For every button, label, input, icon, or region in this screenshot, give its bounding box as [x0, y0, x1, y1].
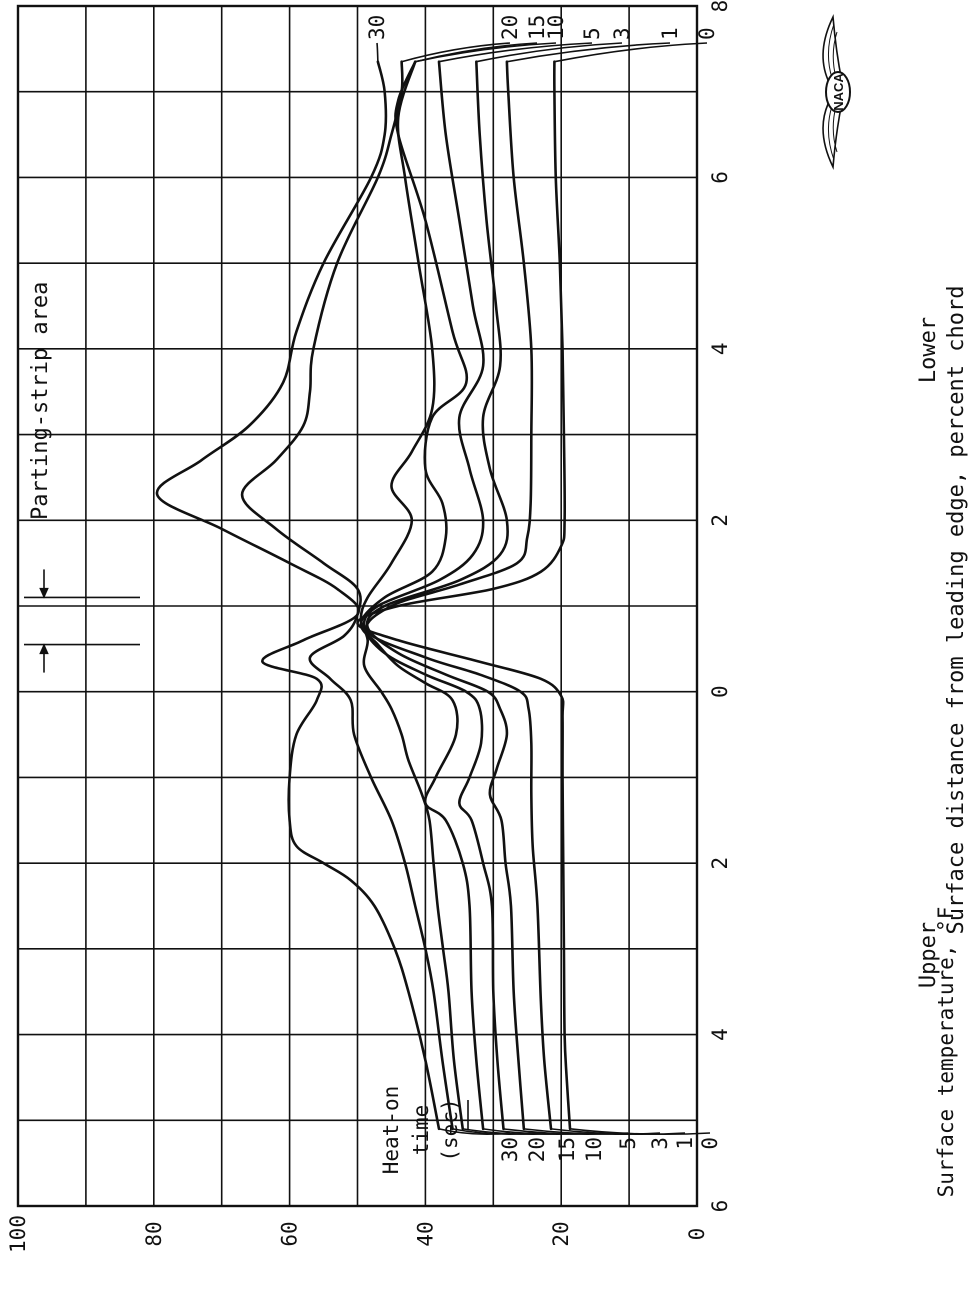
- series-lines: [155, 60, 572, 1131]
- series-label-right: 15: [525, 15, 549, 40]
- series-label-right: 0: [695, 27, 719, 40]
- series-label-left: 0: [698, 1137, 722, 1150]
- naca-logo-text: NACA: [831, 73, 846, 111]
- x-side-label-upper: Upper: [916, 922, 941, 988]
- series-line-3: [365, 60, 526, 1131]
- series-leader-right: [554, 42, 708, 63]
- series-leader-right: [376, 42, 379, 62]
- series-line-0: [356, 60, 572, 1131]
- naca-logo: NACA: [822, 14, 851, 170]
- series-leader-right: [476, 42, 623, 63]
- x-side-label-lower: Lower: [916, 317, 941, 383]
- series-label-left: 3: [648, 1137, 672, 1150]
- series-label-left: 30: [498, 1137, 522, 1162]
- y-tick-label: 40: [413, 1221, 437, 1246]
- series-label-right: 5: [580, 27, 604, 40]
- x-tick-label: 6: [708, 1200, 732, 1213]
- parting-strip-arrowhead: [39, 587, 49, 599]
- series-label-left: 1: [673, 1137, 697, 1150]
- series-label-right: 3: [610, 27, 634, 40]
- y-tick-label: 80: [142, 1221, 166, 1246]
- series-leader-right: [415, 42, 557, 63]
- parting-strip-annotation: Parting-strip area: [28, 282, 53, 520]
- series-leader-right: [506, 42, 671, 63]
- x-axis-label: Surface distance from leading edge, perc…: [944, 285, 968, 934]
- legend-title-line: Heat-on: [379, 1086, 403, 1175]
- series-label-right: 1: [658, 27, 682, 40]
- grid-lines: [18, 6, 697, 1206]
- series-label-left: 5: [616, 1137, 640, 1150]
- series-label-left: 15: [555, 1137, 579, 1162]
- series-label-left: 20: [525, 1137, 549, 1162]
- series-label-right: 10: [544, 15, 568, 40]
- series-leader-right: [438, 42, 593, 63]
- series-label-right: 30: [365, 15, 389, 40]
- x-tick-label: 2: [708, 514, 732, 527]
- series-line-5: [362, 60, 505, 1131]
- series-leader-right: [401, 42, 511, 63]
- y-axis-label: Surface temperature, °F: [934, 907, 958, 1198]
- x-tick-label: 0: [708, 685, 732, 698]
- series-line-30: [155, 60, 441, 1131]
- legend-title-line: (sec): [438, 1098, 462, 1161]
- x-tick-label: 4: [708, 1028, 732, 1041]
- series-label-right: 20: [498, 15, 522, 40]
- y-tick-label: 60: [278, 1221, 302, 1246]
- series-line-15: [359, 60, 465, 1131]
- parting-strip-arrowhead: [39, 643, 49, 655]
- legend-title: Heat-on time (sec): [379, 1086, 469, 1175]
- x-tick-label: 8: [708, 0, 732, 12]
- series-label-left: 10: [582, 1137, 606, 1162]
- x-tick-label: 4: [708, 343, 732, 356]
- x-tick-label: 2: [708, 857, 732, 870]
- y-tick-label: 0: [685, 1228, 709, 1241]
- parting-strip-markers: [24, 569, 140, 673]
- y-tick-label: 100: [6, 1215, 30, 1253]
- legend-title-line: time: [409, 1105, 433, 1156]
- series-leader-left: [569, 1128, 711, 1136]
- x-tick-label: 6: [708, 171, 732, 184]
- y-tick-label: 20: [549, 1221, 573, 1246]
